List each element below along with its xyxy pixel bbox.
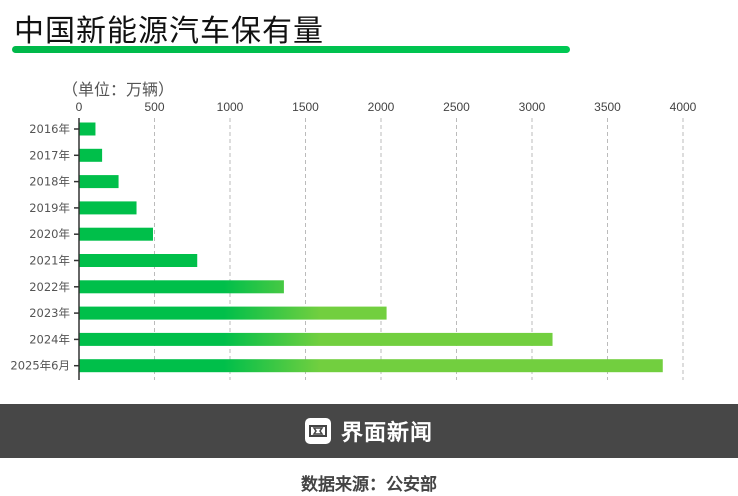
bar: [79, 306, 387, 320]
y-tick-label: 2018年: [29, 175, 70, 189]
bar: [79, 359, 663, 373]
y-tick-label: 2023年: [29, 306, 70, 320]
y-tick-label: 2024年: [29, 332, 70, 346]
bar: [79, 254, 198, 267]
y-tick-label: 2021年: [29, 254, 70, 268]
y-tick-label: 2017年: [29, 148, 70, 162]
chart-title: 中国新能源汽车保有量: [14, 14, 324, 49]
x-tick-label: 3000: [519, 100, 546, 114]
bar: [79, 175, 119, 189]
x-tick-label: 1500: [292, 100, 319, 114]
data-source: 数据来源：公安部: [301, 475, 437, 495]
y-tick-label: 2020年: [29, 227, 70, 241]
x-tick-label: 500: [144, 100, 164, 114]
brand-name: 界面新闻: [340, 421, 433, 446]
bar: [79, 148, 103, 162]
bar-chart: 0 500 1000 1500 2000 2500 3000 3500 4000 2016年 201…: [10, 100, 697, 380]
y-tick-label: 2019年: [29, 201, 70, 215]
bar: [79, 122, 96, 136]
bar: [79, 227, 153, 241]
y-tick-label: 2022年: [29, 280, 70, 294]
x-tick-label: 2000: [368, 100, 395, 114]
y-tick-label: 2016年: [29, 122, 70, 136]
x-tick-label: 3500: [594, 100, 621, 114]
x-tick-label: 2500: [443, 100, 470, 114]
x-tick-label: 4000: [670, 100, 697, 114]
unit-label: （单位：万辆）: [62, 80, 175, 99]
x-tick-label: 1000: [217, 100, 244, 114]
bar: [79, 280, 284, 294]
title-underline: [12, 46, 570, 53]
bar: [79, 201, 137, 215]
bar: [79, 332, 553, 346]
footer-banner: 界面新闻: [0, 404, 738, 458]
y-tick-label: 2025年6月: [10, 359, 70, 373]
x-tick-label: 0: [76, 100, 83, 114]
jiemian-logo-icon: [304, 418, 331, 444]
